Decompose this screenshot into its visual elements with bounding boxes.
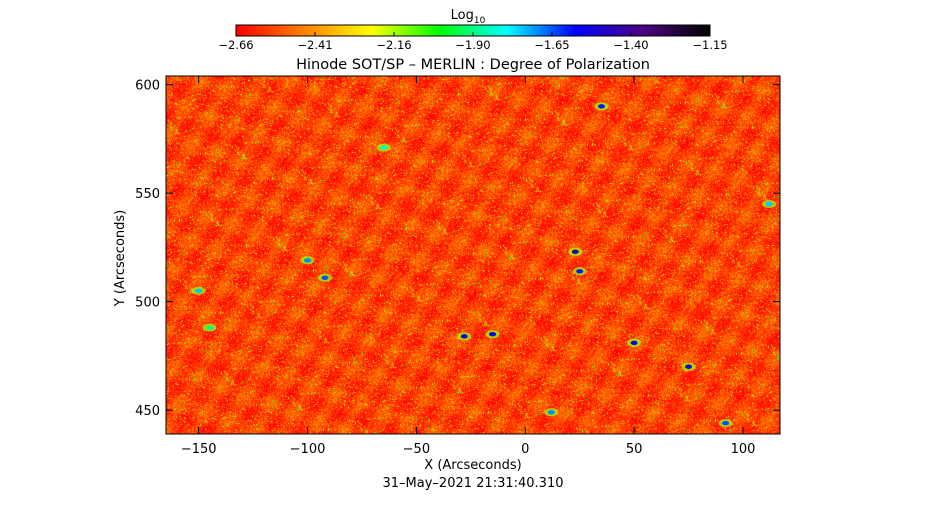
timestamp: 31–May–2021 21:31:40.310 — [383, 476, 564, 491]
colorbar-label: Log10 — [451, 8, 486, 26]
x-axis-label: X (Arcseconds) — [424, 458, 521, 473]
feature-point — [576, 269, 584, 274]
feature-point — [765, 201, 773, 207]
colorbar-tick-label: −1.40 — [613, 38, 648, 52]
x-tick-label: −150 — [181, 442, 217, 457]
feature-point — [321, 275, 329, 280]
feature-point — [630, 340, 638, 346]
plot-frame — [165, 75, 781, 435]
heatmap-image — [166, 76, 780, 434]
x-tick-label: 50 — [626, 442, 643, 457]
colorbar-tick-label: −2.66 — [218, 38, 253, 52]
x-tick-label: 0 — [521, 442, 529, 457]
y-axis: 450 500 550 600 — [135, 79, 780, 419]
heatmap — [166, 76, 780, 434]
feature-point — [722, 420, 730, 426]
y-tick-label: 600 — [135, 79, 160, 94]
y-tick-label: 550 — [135, 187, 160, 202]
feature-point — [571, 249, 579, 254]
colorbar-tick-label: −1.90 — [455, 38, 490, 52]
feature-point — [195, 288, 203, 293]
x-axis: −150 −100 −50 0 50 100 — [181, 76, 756, 457]
y-tick-label: 500 — [135, 296, 160, 311]
feature-point — [304, 258, 312, 263]
y-tick-label: 450 — [135, 404, 160, 419]
colorbar-tick-label: −2.16 — [376, 38, 411, 52]
feature-point — [206, 325, 214, 330]
x-tick-label: −50 — [403, 442, 430, 457]
feature-point — [685, 364, 693, 369]
feature-point — [460, 334, 468, 339]
colorbar-tick-label: −2.41 — [297, 38, 332, 52]
y-axis-label: Y (Arcseconds) — [113, 210, 128, 307]
colorbar-tick-label: −1.15 — [692, 38, 727, 52]
x-tick-label: −100 — [290, 442, 326, 457]
feature-point — [547, 410, 555, 415]
feature-point — [380, 145, 388, 150]
x-tick-label: 100 — [731, 442, 756, 457]
feature-layer — [191, 102, 777, 428]
chart-title: Hinode SOT/SP – MERLIN : Degree of Polar… — [296, 57, 650, 73]
feature-point — [489, 331, 497, 337]
colorbar-tick-label: −1.65 — [534, 38, 569, 52]
colorbar-ticks: −2.66 −2.41 −2.16 −1.90 −1.65 −1.40 −1.15 — [218, 32, 728, 52]
colorbar: Log10 −2.66 −2.41 −2.16 −1.90 −1.65 −1.40 −1.1… — [218, 8, 727, 52]
feature-point — [597, 104, 605, 109]
